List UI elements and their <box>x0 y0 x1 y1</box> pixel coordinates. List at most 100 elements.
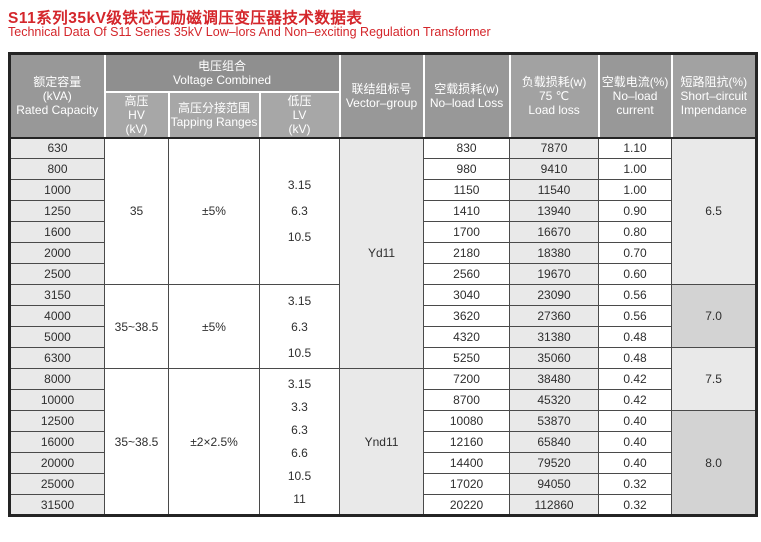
header-line: 电压组合 <box>198 58 247 73</box>
header-line: (kV) <box>288 121 311 136</box>
cell-load-loss: 65840 <box>509 431 600 453</box>
cell-load-loss: 53870 <box>509 410 600 432</box>
cell-no-load-current: 0.80 <box>598 221 673 243</box>
lv-value: 3.15 <box>287 178 312 193</box>
cell-capacity: 4000 <box>9 305 105 327</box>
cell-no-load-current: 0.42 <box>598 368 673 390</box>
table-row: 3150 35~38.5 ±5% 3.15 6.3 10.5 3040 2309… <box>9 284 758 369</box>
cell-load-loss: 9410 <box>509 158 600 180</box>
cell-load-loss: 45320 <box>509 389 600 411</box>
cell-load-loss: 11540 <box>509 179 600 201</box>
cell-no-load-loss: 7200 <box>423 368 511 390</box>
cell-no-load-loss: 20220 <box>423 494 511 516</box>
cell-capacity: 25000 <box>9 473 105 495</box>
cell-no-load-loss: 3040 <box>423 284 511 306</box>
cell-tapping-group-2: ±5% <box>168 284 260 369</box>
header-line: 空载电流(%) <box>601 74 669 89</box>
lv-value: 10.5 <box>287 345 312 360</box>
lv-value: 10.5 <box>287 468 312 483</box>
header-line: current <box>616 102 654 117</box>
header-line: 额定容量 <box>33 74 82 89</box>
lv-value: 10.5 <box>287 230 312 245</box>
cell-no-load-current: 1.00 <box>598 179 673 201</box>
header-hv: 高压 HV (kV) <box>103 90 170 139</box>
cell-no-load-current: 0.48 <box>598 347 673 369</box>
cell-load-loss: 7870 <box>509 137 600 159</box>
table-row: 1000 1150 11540 1.00 <box>9 179 757 201</box>
cell-impedance-group-2: 7.0 <box>671 284 758 348</box>
cell-no-load-current: 0.32 <box>598 494 673 516</box>
cell-no-load-loss: 830 <box>423 137 511 159</box>
header-rated-capacity: 额定容量 (kVA) Rated Capacity <box>8 52 106 139</box>
cell-no-load-current: 0.56 <box>598 305 673 327</box>
cell-lv-group-1: 3.15 6.3 10.5 <box>258 137 341 285</box>
cell-capacity: 1600 <box>9 221 105 243</box>
header-vector-group: 联结组标号 Vector–group <box>338 52 425 139</box>
cell-impedance-group-1: 6.5 <box>671 137 758 285</box>
table-row: 20000 14400 79520 0.40 <box>9 452 757 474</box>
cell-no-load-loss: 12160 <box>423 431 511 453</box>
cell-vector-group-1: Yd11 <box>339 137 425 369</box>
header-line: Short–circuit <box>680 88 748 103</box>
lv-value: 6.3 <box>291 422 308 437</box>
cell-no-load-loss: 10080 <box>423 410 511 432</box>
cell-hv-group-2: 35~38.5 <box>104 284 169 369</box>
header-line: Vector–group <box>345 95 418 110</box>
cell-no-load-current: 1.00 <box>598 158 673 180</box>
lv-value: 6.6 <box>291 445 308 460</box>
cell-load-loss: 112860 <box>509 494 600 516</box>
cell-load-loss: 19670 <box>509 263 600 285</box>
table-row: 1600 1700 16670 0.80 <box>9 221 757 243</box>
header-lv: 低压 LV (kV) <box>258 90 341 139</box>
header-line: Rated Capacity <box>16 102 99 117</box>
cell-capacity: 20000 <box>9 452 105 474</box>
cell-capacity: 2500 <box>9 263 105 285</box>
header-tapping-ranges: 高压分接范围 Tapping Ranges <box>167 90 261 139</box>
cell-tapping-group-1: ±5% <box>168 137 260 285</box>
page-subtitle: Technical Data Of S11 Series 35kV Low–lo… <box>8 25 491 39</box>
cell-capacity: 12500 <box>9 410 105 432</box>
cell-capacity: 8000 <box>9 368 105 390</box>
cell-no-load-loss: 4320 <box>423 326 511 348</box>
table-row: 6300 5250 35060 0.48 7.5 <box>9 347 758 411</box>
header-line: Load loss <box>528 102 580 117</box>
header-short-circuit-impedance: 短路阻抗(%) Short–circuit Impendance <box>670 52 758 139</box>
header-line: Impendance <box>680 102 747 117</box>
cell-capacity: 2000 <box>9 242 105 264</box>
header-line: HV <box>128 107 145 122</box>
table-row: 8000 35~38.5 ±2×2.5% 3.15 3.3 6.3 6.6 10… <box>9 368 757 516</box>
transformer-data-table: 额定容量 (kVA) Rated Capacity 电压组合 Voltage C… <box>8 52 759 517</box>
cell-no-load-current: 0.40 <box>598 452 673 474</box>
cell-no-load-loss: 5250 <box>423 347 511 369</box>
table-row: 10000 8700 45320 0.42 <box>9 389 757 411</box>
cell-vector-group-2: Ynd11 <box>339 368 425 516</box>
cell-capacity: 10000 <box>9 389 105 411</box>
cell-no-load-current: 0.32 <box>598 473 673 495</box>
lv-value: 6.3 <box>291 204 308 219</box>
cell-load-loss: 13940 <box>509 200 600 222</box>
cell-load-loss: 16670 <box>509 221 600 243</box>
table-row: 1250 1410 13940 0.90 <box>9 200 757 222</box>
cell-no-load-loss: 2180 <box>423 242 511 264</box>
table-row: 25000 17020 94050 0.32 <box>9 473 757 495</box>
cell-load-loss: 18380 <box>509 242 600 264</box>
table-row: 12500 10080 53870 0.40 8.0 <box>9 410 758 516</box>
header-no-load-loss: 空载损耗(w) No–load Loss <box>422 52 511 139</box>
cell-no-load-loss: 1700 <box>423 221 511 243</box>
header-line: 空载损耗(w) <box>434 81 499 96</box>
lv-value: 6.3 <box>291 319 308 334</box>
cell-capacity: 16000 <box>9 431 105 453</box>
cell-capacity: 1000 <box>9 179 105 201</box>
header-line: 低压 <box>287 93 312 108</box>
lv-value: 3.3 <box>291 399 308 414</box>
table-row: 800 980 9410 1.00 <box>9 158 757 180</box>
header-line: 负载损耗(w) <box>521 74 587 89</box>
cell-capacity: 1250 <box>9 200 105 222</box>
cell-no-load-loss: 1150 <box>423 179 511 201</box>
cell-capacity: 31500 <box>9 494 105 516</box>
header-row-top: 额定容量 (kVA) Rated Capacity 电压组合 Voltage C… <box>8 52 758 139</box>
table-row: 630 35 ±5% 3.15 6.3 10.5 Yd11 830 7870 1… <box>9 137 758 369</box>
cell-capacity: 3150 <box>9 284 105 306</box>
cell-no-load-loss: 1410 <box>423 200 511 222</box>
